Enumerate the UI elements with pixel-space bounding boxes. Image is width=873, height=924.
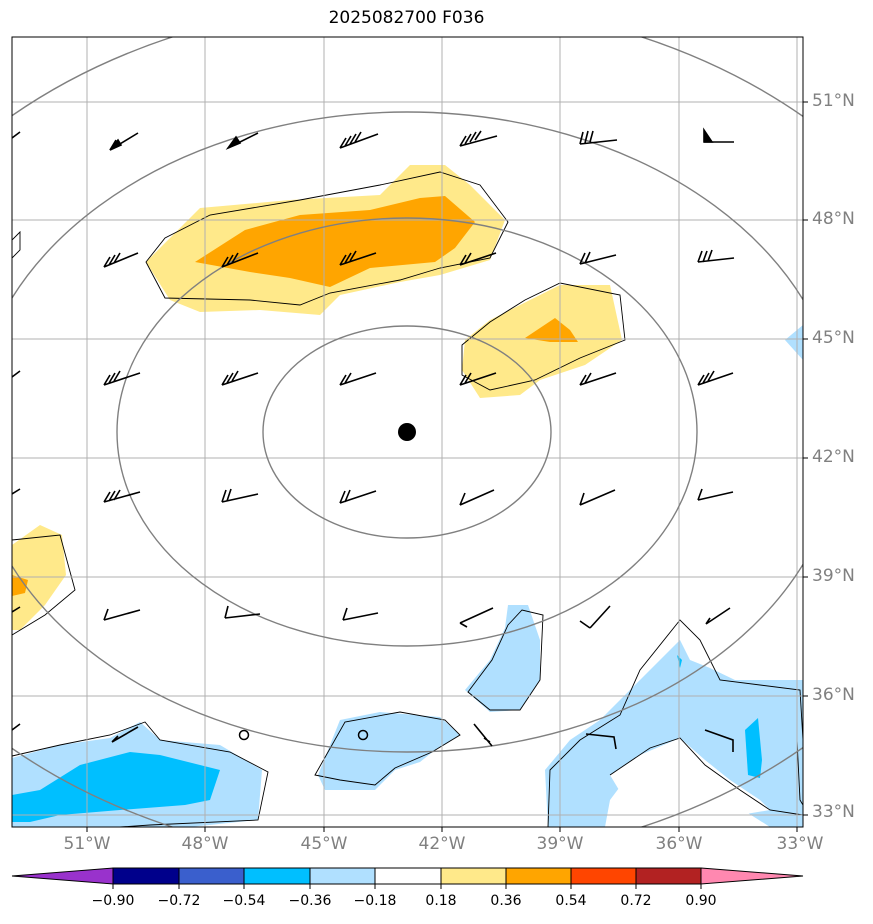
wind-barb — [697, 488, 734, 501]
wind-barb — [224, 605, 261, 619]
wind-barb — [12, 723, 21, 731]
colorbar-label: −0.36 — [288, 893, 332, 909]
storm-center-marker — [398, 423, 416, 441]
wind-barb — [459, 607, 494, 628]
colorbar-bin — [440, 867, 507, 885]
colorbar-bin — [505, 867, 572, 885]
wind-barb — [221, 370, 259, 386]
wind-barb — [12, 488, 21, 495]
wind-barb — [585, 733, 617, 750]
colorbar-bin — [178, 867, 245, 885]
wind-barb — [339, 489, 377, 504]
colorbar-bin — [570, 867, 637, 885]
wind-barb — [221, 252, 259, 268]
wind-barb — [12, 131, 21, 139]
colorbar-label: 0.72 — [620, 893, 652, 909]
field-contours — [12, 171, 803, 827]
wind-barb — [12, 606, 21, 613]
wind-barb — [339, 131, 379, 149]
lat-label: 36°N — [812, 685, 855, 705]
wind-barb — [579, 372, 617, 386]
lon-label: 51°W — [63, 834, 111, 854]
wind-barb — [705, 607, 731, 625]
wind-barb — [339, 250, 377, 266]
wind-barb — [473, 723, 493, 747]
colorbar-label: 0.36 — [490, 893, 522, 909]
wind-barb — [697, 370, 734, 386]
wind-barb — [339, 372, 377, 386]
wind-barb — [459, 252, 497, 266]
axis-ticks — [86, 101, 808, 832]
lat-lon-grid — [12, 37, 803, 827]
wind-barb — [111, 726, 139, 743]
wind-barb — [103, 608, 141, 621]
positive-anomaly-orange — [12, 196, 578, 596]
colorbar-bin — [112, 867, 180, 885]
lon-label: 39°W — [536, 834, 584, 854]
lat-label: 51°N — [812, 91, 855, 111]
wind-barb — [579, 605, 611, 629]
colorbar-min-extend — [11, 867, 114, 885]
lat-label: 48°N — [812, 209, 855, 229]
lon-label: 36°W — [655, 834, 703, 854]
wind-barb — [459, 372, 497, 386]
wind-barb — [704, 729, 734, 752]
wind-barb — [103, 370, 141, 386]
lon-label: 42°W — [418, 834, 466, 854]
wind-barb — [697, 249, 735, 263]
wind-barbs — [12, 127, 735, 752]
colorbar-label: −0.18 — [353, 893, 397, 909]
lat-label: 33°N — [812, 802, 855, 822]
colorbar-label: 0.90 — [685, 893, 717, 909]
wind-barb — [579, 251, 617, 265]
colorbar-label: −0.54 — [222, 893, 266, 909]
wind-barb — [459, 130, 498, 147]
range-rings — [12, 37, 803, 827]
wind-barb — [579, 130, 618, 145]
wind-barb — [342, 607, 379, 621]
map-frame — [11, 36, 804, 828]
plot-title: 2025082700 F036 — [328, 8, 485, 28]
wind-barb — [703, 127, 734, 143]
colorbar-label: −0.72 — [157, 893, 201, 909]
wind-barb — [459, 489, 495, 506]
negative-anomaly-medium — [12, 655, 762, 822]
colorbar-bin — [635, 867, 702, 885]
lat-label: 42°N — [812, 447, 855, 467]
colorbar-label: 0.18 — [425, 893, 457, 909]
colorbar-max-extend — [700, 867, 804, 885]
negative-anomaly-light — [12, 325, 803, 827]
wind-barb — [12, 370, 21, 378]
colorbar-label: 0.54 — [555, 893, 587, 909]
lon-label: 48°W — [181, 834, 229, 854]
wind-barb — [103, 252, 139, 268]
wind-barb — [221, 488, 259, 503]
colorbar-bin — [243, 867, 311, 885]
wind-barb — [109, 132, 139, 151]
lat-label: 45°N — [812, 328, 855, 348]
colorbar-label: −0.90 — [91, 893, 135, 909]
calm-wind-markers — [238, 729, 369, 741]
wind-barb — [225, 132, 259, 150]
lon-label: 33°W — [776, 834, 824, 854]
lat-label: 39°N — [812, 566, 855, 586]
lon-label: 45°W — [300, 834, 348, 854]
wind-barb — [103, 489, 141, 503]
colorbar-bin — [374, 867, 442, 885]
wind-barb — [579, 489, 616, 506]
colorbar-bin — [309, 867, 376, 885]
colorbar — [11, 867, 804, 889]
